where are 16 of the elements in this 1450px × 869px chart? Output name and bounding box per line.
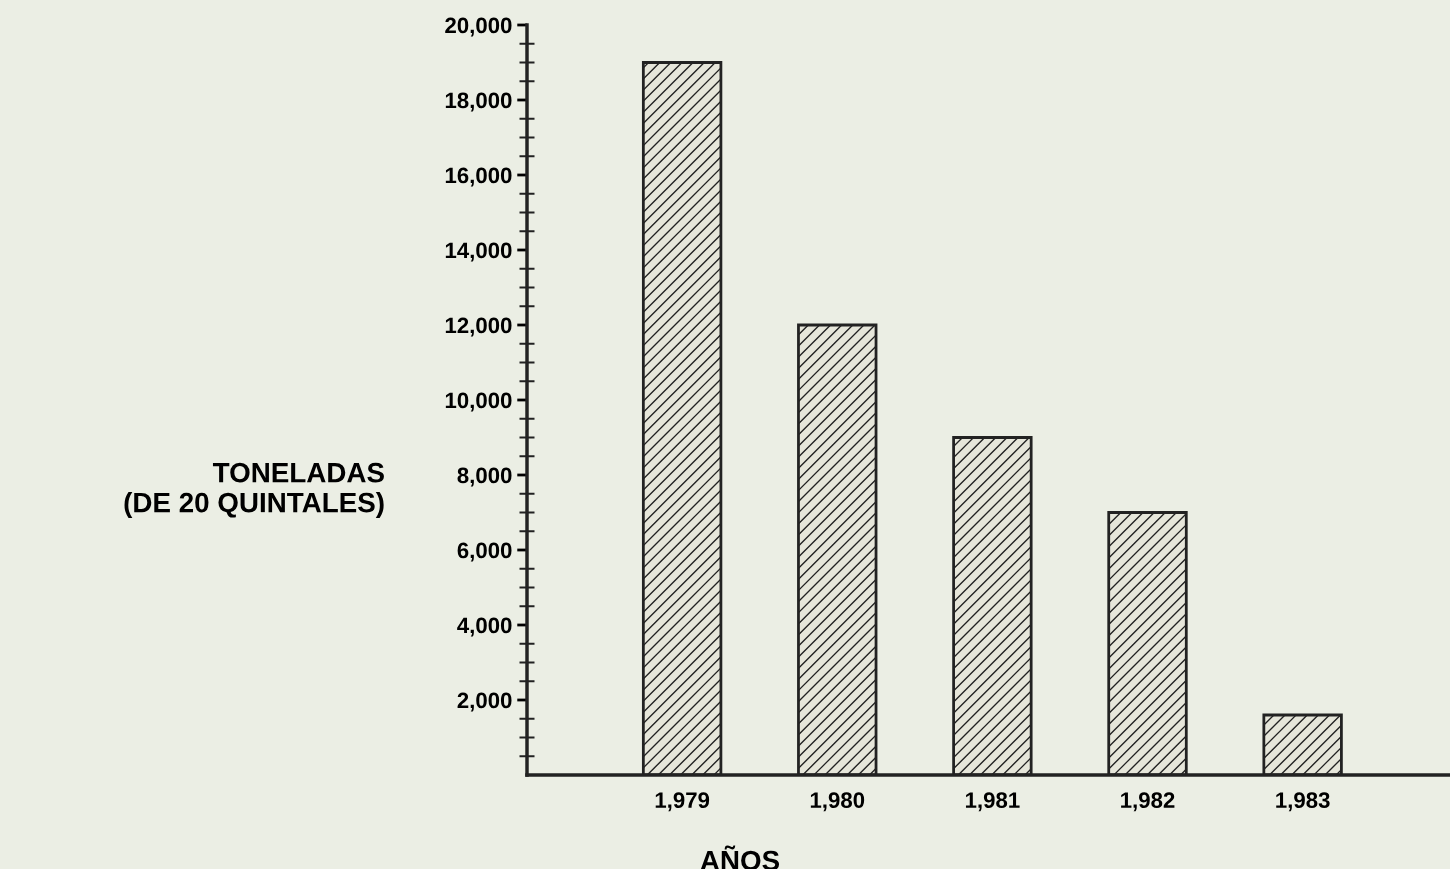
y-tick-label: 14,000 xyxy=(445,242,512,262)
y-tick-label: 12,000 xyxy=(445,317,512,337)
y-tick-label: 2,000 xyxy=(457,692,512,712)
y-tick-label: 6,000 xyxy=(457,542,512,562)
y-tick-label: 8,000 xyxy=(457,467,512,487)
x-tick-label: 1,981 xyxy=(965,792,1020,812)
y-tick-label: 4,000 xyxy=(457,617,512,637)
x-tick-label: 1,983 xyxy=(1276,792,1330,812)
y-tick-label: 16,000 xyxy=(445,167,512,187)
y-tick-label: 20,000 xyxy=(445,17,512,37)
y-axis-title: TONELADAS (DE 20 QUINTALES) xyxy=(124,462,384,518)
x-tick-label: 1,982 xyxy=(1121,792,1175,812)
x-tick-label: 1,979 xyxy=(655,792,710,812)
y-tick-label: 18,000 xyxy=(445,92,512,112)
y-tick-label: 10,000 xyxy=(445,392,512,412)
x-tick-label: 1,980 xyxy=(810,792,865,812)
